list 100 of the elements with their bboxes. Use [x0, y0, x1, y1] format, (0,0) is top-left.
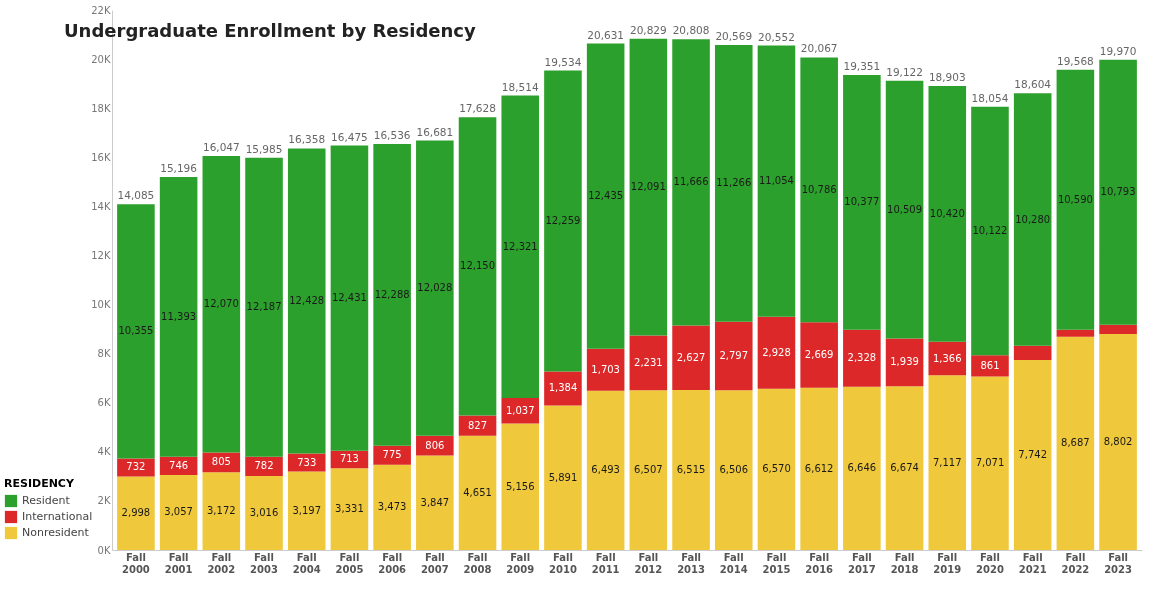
y-tick-label: 2K	[97, 495, 111, 507]
data-label: 782	[254, 460, 274, 472]
data-label: 6,570	[762, 463, 791, 475]
x-tick-label: Fall 2009	[506, 551, 535, 575]
data-label: 7,117	[932, 456, 962, 468]
bar	[373, 144, 411, 446]
legend-label: Nonresident	[22, 526, 90, 539]
data-label: 11,666	[673, 176, 709, 188]
data-label: 10,280	[1015, 213, 1051, 225]
data-label: 4,651	[463, 486, 492, 498]
total-label: 19,534	[544, 55, 582, 68]
x-tick-label: Fall 2000	[121, 551, 150, 575]
bar	[629, 335, 668, 391]
x-tick-label: Fall 2021	[1018, 551, 1047, 575]
bar	[544, 70, 582, 372]
data-label: 7,071	[975, 457, 1005, 469]
data-label: 2,328	[847, 352, 877, 364]
y-tick-label: 18K	[91, 102, 111, 114]
x-tick-label: Fall 2020	[976, 551, 1004, 575]
total-label: 16,047	[202, 141, 240, 154]
data-label: 713	[339, 453, 359, 465]
total-label: 16,536	[373, 129, 411, 142]
data-label: 746	[169, 459, 189, 471]
data-label: 10,122	[972, 225, 1008, 237]
total-label: 19,122	[886, 65, 923, 78]
total-label: 20,829	[629, 23, 667, 36]
bar	[159, 177, 198, 457]
x-tick-label: Fall 2015	[762, 551, 791, 575]
x-tick-label: Fall 2006	[378, 551, 407, 575]
data-label: 12,091	[630, 181, 666, 193]
y-tick-label: 6K	[97, 397, 111, 409]
y-tick-label: 8K	[97, 348, 111, 360]
bar	[1056, 336, 1095, 550]
bar	[800, 57, 838, 323]
bar	[757, 316, 796, 389]
data-label: 1,703	[591, 363, 620, 375]
bar	[885, 80, 924, 339]
bar	[971, 106, 1009, 356]
x-tick-label: Fall 2017	[847, 551, 876, 575]
bar	[373, 464, 411, 550]
y-tick-label: 22K	[91, 4, 111, 16]
bar	[629, 38, 668, 336]
total-label: 20,067	[800, 42, 838, 55]
bar	[971, 376, 1009, 550]
data-label: 805	[211, 456, 231, 468]
y-tick-label: 20K	[91, 53, 111, 65]
data-label: 10,355	[118, 325, 154, 337]
x-tick-label: Fall 2023	[1104, 551, 1133, 575]
data-label: 12,321	[502, 240, 538, 252]
x-tick-label: Fall 2008	[463, 551, 492, 575]
data-label: 10,786	[801, 183, 837, 195]
total-label: 20,569	[715, 30, 753, 43]
data-label: 8,802	[1103, 435, 1133, 447]
data-label: 10,590	[1057, 193, 1093, 205]
bar	[287, 471, 326, 550]
data-label: 12,028	[417, 282, 453, 294]
bar	[629, 390, 668, 550]
data-label: 827	[467, 419, 488, 431]
bar	[501, 423, 540, 550]
bar	[800, 387, 838, 550]
x-tick-label: Fall 2022	[1061, 551, 1090, 575]
data-label: 2,928	[762, 346, 791, 358]
x-tick-label: Fall 2012	[634, 551, 663, 575]
x-tick-label: Fall 2005	[335, 551, 364, 575]
data-label: 12,187	[246, 301, 282, 313]
bar	[544, 371, 582, 406]
legend-label: International	[22, 510, 93, 523]
y-tick-label: 12K	[91, 249, 111, 261]
data-label: 12,259	[545, 214, 581, 226]
data-label: 3,172	[207, 505, 236, 517]
bar	[800, 322, 838, 388]
total-label: 16,358	[288, 133, 326, 146]
data-label: 2,669	[804, 348, 834, 360]
total-label: 15,196	[160, 162, 198, 175]
y-tick-label: 14K	[91, 200, 111, 212]
bar	[1056, 69, 1095, 330]
data-label: 3,331	[335, 503, 364, 515]
data-label: 861	[980, 359, 1000, 371]
bar	[672, 39, 710, 326]
text: Undergraduate Enrollment by Residency	[64, 20, 476, 41]
data-label: 2,231	[634, 356, 663, 368]
bar	[714, 390, 753, 550]
bar	[672, 390, 710, 550]
data-label: 10,509	[887, 203, 923, 215]
bar	[330, 145, 369, 451]
total-label: 20,552	[758, 30, 795, 43]
bar	[1099, 59, 1137, 325]
data-label: 6,506	[719, 464, 749, 476]
x-tick-label: Fall 2013	[677, 551, 706, 575]
y-tick-label: 0K	[97, 544, 111, 556]
y-tick-label: 4K	[97, 446, 111, 458]
x-tick-label: Fall 2014	[719, 551, 748, 575]
data-label: 12,150	[460, 260, 496, 272]
data-label: 3,847	[420, 496, 450, 508]
total-label: 20,808	[672, 24, 710, 37]
data-label: 10,420	[929, 207, 965, 219]
legend-label: Resident	[22, 494, 71, 507]
data-label: 2,998	[121, 507, 151, 519]
bar	[714, 45, 753, 322]
bar	[202, 156, 241, 453]
